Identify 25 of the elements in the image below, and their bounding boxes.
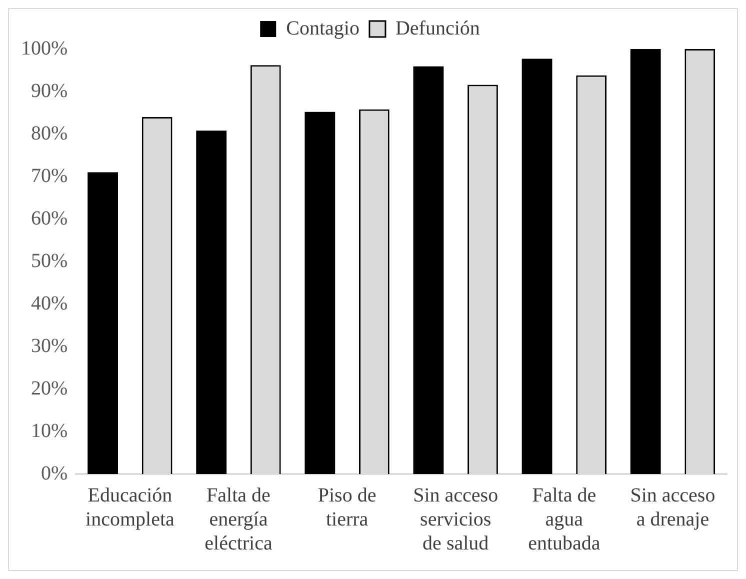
- y-tick-label: 40%: [30, 292, 68, 314]
- x-tick-label: Educación incompleta: [86, 484, 174, 530]
- x-tick-label: Sin acceso a drenaje: [630, 484, 716, 530]
- y-tick-label: 10%: [30, 420, 68, 442]
- bar: [630, 49, 661, 474]
- bar: [88, 172, 118, 474]
- y-tick-label: 0%: [40, 462, 68, 484]
- y-tick-label: 90%: [30, 80, 68, 102]
- y-tick-label: 30%: [30, 334, 68, 357]
- bar: [522, 58, 552, 474]
- legend-label: Defunción: [395, 17, 480, 40]
- y-tick-label: 70%: [30, 164, 68, 187]
- y-tick-label: 20%: [30, 377, 68, 400]
- y-tick-label: 100%: [20, 37, 68, 60]
- y-tick-label: 60%: [30, 207, 68, 230]
- x-tick-label: Falta de agua entubada: [528, 484, 600, 554]
- bar: [196, 130, 227, 474]
- x-tick-label: Sin acceso servicios de salud: [413, 484, 498, 554]
- x-tick-label: Falta de energía eléctrica: [204, 484, 272, 554]
- bar: [413, 66, 444, 474]
- y-tick-label: 80%: [30, 122, 68, 144]
- legend-label: Contagio: [286, 17, 360, 40]
- x-tick-label: Piso de tierra: [318, 484, 376, 530]
- bar: [304, 112, 336, 474]
- y-tick-label: 50%: [30, 250, 68, 272]
